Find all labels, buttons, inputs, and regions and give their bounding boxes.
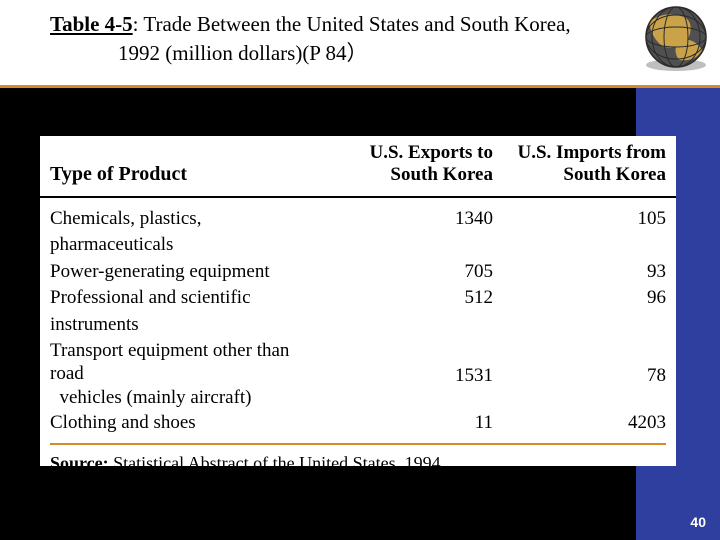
- cell-imports: 78: [493, 339, 666, 390]
- table-row: Clothing and shoes 11 4203: [50, 410, 666, 437]
- cell-exports: 705: [320, 259, 493, 286]
- source-line: Source: Statistical Abstract of the Unit…: [40, 445, 676, 474]
- cell-exports: 512: [320, 285, 493, 312]
- table-number: Table 4-5: [50, 12, 133, 36]
- cell-exports: 1340: [320, 206, 493, 233]
- col-header-product: Type of Product: [50, 163, 320, 186]
- globe-icon: [634, 2, 714, 72]
- col-header-imports: U.S. Imports from South Korea: [493, 142, 666, 186]
- cell-product: Professional and scientific instruments: [50, 285, 320, 338]
- cell-imports: 4203: [493, 410, 666, 437]
- trade-table: Type of Product U.S. Exports to South Ko…: [40, 136, 676, 466]
- table-row: Transport equipment other than road vehi…: [50, 339, 666, 410]
- title-area: Table 4-5: Trade Between the United Stat…: [0, 0, 720, 86]
- title-rest: : Trade Between the United States and So…: [133, 12, 571, 36]
- table-row: Chemicals, plastics, pharmaceuticals 134…: [50, 206, 666, 259]
- cell-imports: 105: [493, 206, 666, 233]
- cell-product: Clothing and shoes: [50, 410, 320, 437]
- cell-imports: 93: [493, 259, 666, 286]
- cell-product: Transport equipment other than road vehi…: [50, 339, 320, 410]
- cell-exports: 11: [320, 410, 493, 437]
- header-divider: [0, 85, 720, 88]
- table-header-row: Type of Product U.S. Exports to South Ko…: [40, 136, 676, 198]
- table-row: Professional and scientific instruments …: [50, 285, 666, 338]
- cell-exports: 1531: [320, 339, 493, 390]
- cell-product: Chemicals, plastics, pharmaceuticals: [50, 206, 320, 259]
- source-text: Statistical Abstract of the United State…: [109, 453, 445, 473]
- source-label: Source:: [50, 453, 109, 473]
- cell-imports: 96: [493, 285, 666, 312]
- cell-product: Power-generating equipment: [50, 259, 320, 286]
- table-body: Chemicals, plastics, pharmaceuticals 134…: [40, 198, 676, 437]
- table-row: Power-generating equipment 705 93: [50, 259, 666, 286]
- title-line-2: 1992 (million dollars)(P 84）: [118, 37, 690, 67]
- page-number: 40: [690, 514, 706, 530]
- title-line-1: Table 4-5: Trade Between the United Stat…: [50, 12, 690, 37]
- col-header-exports: U.S. Exports to South Korea: [320, 142, 493, 186]
